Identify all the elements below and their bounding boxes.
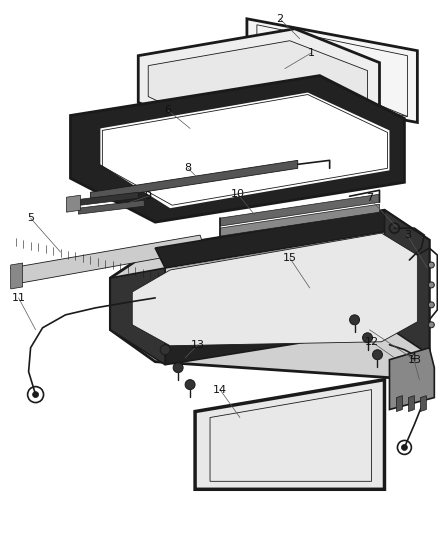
Text: 9: 9 <box>145 191 152 201</box>
Text: 8: 8 <box>184 163 191 173</box>
Polygon shape <box>11 235 205 284</box>
Polygon shape <box>389 348 433 409</box>
Polygon shape <box>90 160 297 200</box>
Polygon shape <box>110 210 428 378</box>
Text: 10: 10 <box>230 189 244 199</box>
Circle shape <box>185 379 194 390</box>
Polygon shape <box>11 263 23 289</box>
Circle shape <box>427 302 433 308</box>
Text: 13: 13 <box>406 354 420 365</box>
Text: 13: 13 <box>191 340 205 350</box>
Polygon shape <box>100 93 389 208</box>
Text: 4: 4 <box>409 353 416 363</box>
Text: 5: 5 <box>27 213 34 223</box>
Circle shape <box>362 333 372 343</box>
Polygon shape <box>148 41 367 132</box>
Polygon shape <box>66 195 80 212</box>
Polygon shape <box>384 210 428 355</box>
Circle shape <box>400 445 406 450</box>
Polygon shape <box>155 210 394 268</box>
Polygon shape <box>219 194 378 226</box>
Text: 2: 2 <box>276 14 283 24</box>
Circle shape <box>173 362 183 373</box>
Text: 14: 14 <box>212 385 226 394</box>
Polygon shape <box>78 200 144 214</box>
Polygon shape <box>396 395 402 411</box>
Circle shape <box>160 345 170 355</box>
Circle shape <box>32 392 39 398</box>
Text: 3: 3 <box>403 230 410 240</box>
Polygon shape <box>72 192 138 206</box>
Polygon shape <box>219 204 378 236</box>
Circle shape <box>372 350 381 360</box>
Text: 7: 7 <box>365 193 372 203</box>
Polygon shape <box>194 379 384 489</box>
Text: 6: 6 <box>164 106 171 116</box>
Polygon shape <box>407 395 413 411</box>
Text: 11: 11 <box>12 293 25 303</box>
Text: 12: 12 <box>364 337 378 347</box>
Circle shape <box>427 282 433 288</box>
Polygon shape <box>420 395 425 411</box>
Polygon shape <box>155 308 394 365</box>
Polygon shape <box>110 268 165 365</box>
Polygon shape <box>71 76 403 222</box>
Text: 15: 15 <box>282 253 296 263</box>
Text: 1: 1 <box>307 47 314 58</box>
Polygon shape <box>138 29 378 139</box>
Circle shape <box>349 315 359 325</box>
Circle shape <box>427 262 433 268</box>
Polygon shape <box>246 19 417 123</box>
Circle shape <box>427 322 433 328</box>
Polygon shape <box>132 233 417 346</box>
